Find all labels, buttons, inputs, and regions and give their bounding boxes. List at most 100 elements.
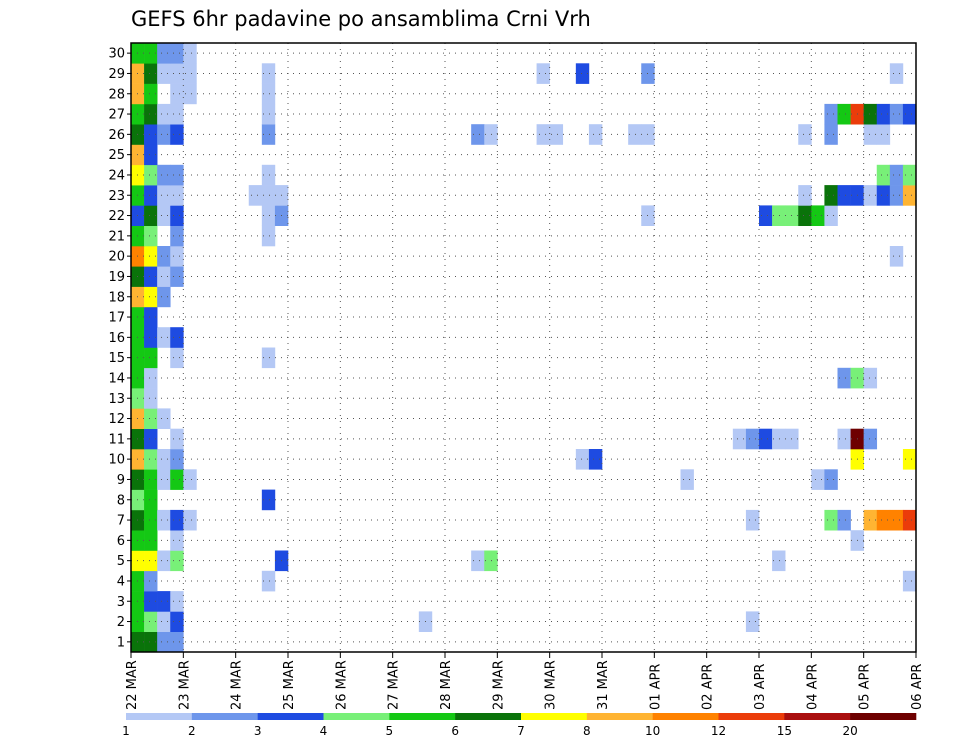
cell-m7-t47 [745,509,760,531]
colorbar-label-1: 2 [188,724,196,738]
x-tick-label-14: 05 APR [858,664,873,710]
cell-m20-t2 [157,246,171,267]
y-tick-label-10: 10 [108,453,125,468]
cell-m29-t10 [261,63,276,84]
cell-m7-t4 [183,509,197,531]
x-tick-label-15: 06 APR [910,664,925,710]
cell-m11-t54 [837,428,851,450]
cell-m27-t1 [144,103,158,125]
y-tick-label-27: 27 [108,108,125,123]
cell-m5-t49 [772,550,786,572]
cell-m23-t56 [863,185,878,206]
y-tick-label-26: 26 [108,128,125,143]
cell-m24-t10 [261,164,276,186]
colorbar-label-5: 6 [451,724,459,738]
cell-m12-t2 [157,408,171,429]
cell-m22-t2 [157,205,171,226]
cell-m20-t3 [170,246,184,267]
y-tick-label-12: 12 [108,412,125,427]
cell-m11-t1 [144,428,158,450]
cell-m21-t10 [261,225,276,247]
cell-m5-t1 [144,550,158,572]
cell-m23-t10 [261,185,276,206]
y-tick-label-29: 29 [108,67,125,82]
cell-m29-t3 [170,63,184,84]
cell-m3-t3 [170,591,184,612]
x-tick-label-0: 22 MAR [125,660,140,710]
y-tick-label-21: 21 [108,229,125,244]
cell-m22-t49 [772,205,786,226]
cell-m11-t47 [745,428,760,450]
cell-m6-t1 [144,530,158,551]
cell-m7-t59 [902,509,917,531]
cell-m10-t1 [144,449,158,470]
cell-m18-t2 [157,286,171,308]
y-tick-label-17: 17 [108,311,125,326]
cell-m27-t53 [824,103,838,125]
cell-m4-t1 [144,570,158,592]
cell-m12-t1 [144,408,158,429]
cell-m26-t51 [798,124,812,145]
cell-m24-t3 [170,164,184,186]
cell-m27-t58 [889,103,904,125]
y-tick-label-5: 5 [117,554,125,569]
cell-m15-t10 [261,347,276,369]
cell-m9-t4 [183,469,197,490]
cell-m10-t34 [575,449,590,470]
y-tick-label-9: 9 [117,473,125,488]
cell-m20-t1 [144,246,158,267]
cell-m29-t4 [183,63,197,84]
cell-m26-t35 [588,124,603,145]
cell-m23-t57 [876,185,891,206]
y-tick-label-23: 23 [108,189,125,204]
cell-m26-t56 [863,124,878,145]
colorbar-label-9: 12 [711,724,726,738]
colorbar-swatch-8 [652,713,719,720]
cell-m22-t51 [798,205,812,226]
cell-m23-t53 [824,185,838,206]
colorbar-swatch-1 [191,713,258,720]
cell-m30-t2 [157,43,171,64]
cell-m14-t1 [144,367,158,389]
cell-m16-t2 [157,327,171,348]
y-axis: 1234567891011121314151617181920212223242… [108,47,131,650]
cell-m23-t2 [157,185,171,206]
cell-m7-t3 [170,509,184,531]
cell-m29-t34 [575,63,590,84]
cell-m19-t1 [144,266,158,287]
cell-m2-t47 [745,611,760,632]
x-axis: 22 MAR 23 MAR 24 MAR 25 MAR 26 MAR 27 MAR 28 M… [125,652,925,710]
cell-m23-t59 [902,185,917,206]
colorbar-label-3: 4 [320,724,328,738]
cell-m10-t2 [157,449,171,470]
cell-m14-t56 [863,367,878,389]
cell-m1-t2 [157,631,171,653]
heatmap-cells [131,43,917,653]
y-tick-label-28: 28 [108,87,125,102]
x-tick-label-5: 27 MAR [387,660,402,710]
cell-m5-t26 [471,550,485,572]
x-tick-label-13: 04 APR [805,664,820,710]
cell-m4-t10 [261,570,276,592]
cell-m9-t3 [170,469,184,490]
cell-m30-t1 [144,43,158,64]
y-tick-label-16: 16 [108,331,125,346]
cell-m10-t35 [588,449,603,470]
cell-m21-t1 [144,225,158,247]
x-tick-label-12: 03 APR [753,664,768,710]
cell-m14-t54 [837,367,851,389]
cell-m10-t3 [170,449,184,470]
cell-m22-t52 [811,205,825,226]
grid-lines [131,43,916,652]
colorbar-swatch-2 [257,713,324,720]
cell-m26-t3 [170,124,184,145]
cell-m23-t58 [889,185,904,206]
x-tick-label-7: 29 MAR [491,660,506,710]
cell-m6-t3 [170,530,184,551]
colorbar-label-7: 8 [583,724,591,738]
cell-m11-t46 [732,428,747,450]
cell-m11-t49 [772,428,786,450]
cell-m23-t54 [837,185,851,206]
cell-m7-t2 [157,509,171,531]
